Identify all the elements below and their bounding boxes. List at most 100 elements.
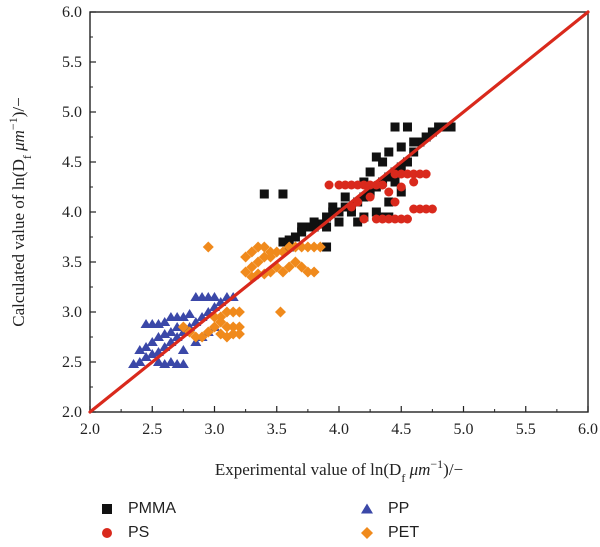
point-pmma	[346, 207, 356, 217]
point-pmma	[297, 227, 307, 237]
x-tick-label: 3.5	[267, 421, 287, 438]
point-pmma	[402, 157, 412, 167]
point-pet	[308, 241, 320, 253]
point-pmma	[284, 235, 294, 245]
point-pet	[302, 241, 314, 253]
point-pet	[233, 321, 245, 333]
legend-item-pp: PP	[360, 500, 409, 518]
point-pet	[274, 306, 286, 318]
y-axis-label: Calculated value of ln(Df μm−1)/−	[6, 97, 34, 326]
point-pp	[184, 308, 196, 319]
circle-marker-icon	[102, 528, 112, 538]
point-ps	[396, 214, 406, 224]
point-pet	[296, 261, 308, 273]
point-pet	[227, 306, 239, 318]
legend-label: PP	[388, 500, 410, 517]
point-pmma	[378, 157, 388, 167]
point-pmma	[396, 162, 406, 172]
point-ps	[415, 169, 425, 179]
x-tick-label: 2.5	[142, 421, 162, 438]
diamond-marker-icon	[361, 527, 373, 539]
point-pmma	[309, 222, 319, 232]
legend-marker	[102, 528, 112, 538]
legend-item-pmma: PMMA	[100, 500, 176, 518]
point-pmma	[278, 237, 288, 247]
point-ps	[409, 177, 419, 187]
point-pp	[152, 356, 164, 367]
point-ps	[390, 214, 400, 224]
point-ps	[340, 180, 350, 190]
point-pet	[246, 261, 258, 273]
point-ps	[409, 169, 419, 179]
y-tick-label: 3.5	[62, 254, 82, 271]
point-pet	[240, 251, 252, 263]
point-pmma	[315, 219, 325, 229]
point-pet	[277, 266, 289, 278]
point-pet	[252, 241, 264, 253]
point-pmma	[359, 192, 369, 202]
y-tick-label: 4.0	[62, 204, 82, 221]
point-ps	[415, 204, 425, 214]
legend-item-ps: PS	[100, 524, 149, 542]
point-pmma	[340, 192, 350, 202]
point-pmma	[328, 207, 338, 217]
point-pet	[314, 241, 326, 253]
reference-line	[88, 10, 590, 414]
point-pmma	[303, 222, 313, 232]
x-tick-label: 3.0	[205, 421, 225, 438]
point-pmma	[402, 122, 412, 132]
x-axis-label: Experimental value of ln(Df μm−1)/−	[215, 457, 463, 485]
point-ps	[359, 214, 369, 224]
point-pmma	[322, 242, 332, 252]
point-ps	[359, 180, 369, 190]
legend: PMMA PP PS PET	[90, 500, 550, 544]
point-pmma	[309, 217, 319, 227]
point-pet	[227, 328, 239, 340]
point-pet	[209, 321, 220, 333]
point-pmma	[371, 152, 381, 162]
point-pp	[140, 351, 152, 362]
legend-marker	[361, 503, 373, 514]
point-pmma	[384, 197, 394, 207]
point-pet	[283, 261, 295, 273]
point-pet	[196, 331, 208, 343]
point-pet	[252, 256, 264, 268]
point-pet	[302, 266, 314, 278]
point-ps	[409, 204, 419, 214]
triangle-marker-icon	[361, 503, 373, 514]
point-pet	[289, 256, 301, 268]
point-ps	[346, 180, 356, 190]
point-pmma	[390, 177, 400, 187]
point-pet	[202, 241, 214, 253]
point-pet	[258, 251, 270, 263]
point-pet	[240, 266, 252, 278]
legend-item-pet: PET	[360, 524, 419, 542]
point-pmma	[384, 147, 394, 157]
point-pp	[134, 356, 146, 367]
point-pmma	[290, 232, 300, 242]
point-pmma	[421, 132, 431, 142]
legend-marker	[361, 527, 373, 539]
point-pet	[233, 328, 245, 340]
series-ps	[324, 169, 437, 224]
point-ps	[402, 169, 412, 179]
point-ps	[390, 169, 400, 179]
point-pmma	[371, 207, 381, 217]
point-pet	[246, 246, 258, 258]
point-pp	[177, 311, 189, 322]
point-ps	[353, 180, 363, 190]
point-pet	[202, 326, 214, 338]
point-pp	[146, 336, 158, 347]
point-pmma	[353, 217, 363, 227]
point-pet	[190, 331, 202, 343]
point-pmma	[396, 187, 406, 197]
point-pmma	[365, 187, 375, 197]
point-pmma	[396, 142, 406, 152]
legend-marker	[102, 504, 112, 514]
point-pmma	[365, 167, 375, 177]
point-pmma	[409, 137, 419, 147]
point-pet	[221, 321, 233, 333]
point-ps	[378, 180, 388, 190]
square-marker-icon	[102, 504, 112, 514]
y-tick-label: 3.0	[62, 304, 82, 321]
